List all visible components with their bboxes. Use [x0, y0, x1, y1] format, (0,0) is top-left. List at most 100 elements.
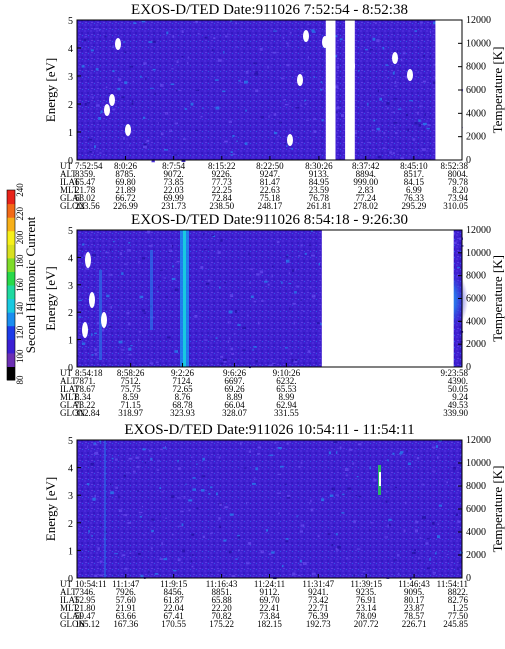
- y-tick-label: 4: [68, 464, 73, 475]
- y-tick-label: 2: [68, 100, 73, 111]
- annotation-value: 61.87: [164, 595, 185, 605]
- annotation-value: 8.89: [227, 392, 243, 402]
- annotation-value: 69.70: [259, 595, 280, 605]
- annotation-row-label: GLON: [60, 408, 85, 418]
- y2-tick-label: 4000: [466, 316, 486, 327]
- annotation-row-label: UT: [60, 579, 72, 589]
- annotation-value: 999.00: [353, 177, 378, 187]
- y2-tick-label: 12000: [466, 225, 491, 236]
- y2-tick-label: 6000: [466, 294, 486, 305]
- annotation-value: 7871.: [75, 376, 95, 386]
- annotation-value: 21.91: [116, 603, 136, 613]
- y-tick-label: 0: [68, 156, 73, 167]
- annotation-row-label: ALT: [60, 376, 77, 386]
- annotation-value: 339.90: [443, 408, 468, 418]
- annotation-value: 9133.: [309, 169, 329, 179]
- annotation-value: 9:2:26: [171, 368, 195, 378]
- chart-title: EXOS-D/TED Date:911026 10:54:11 - 11:54:…: [124, 422, 414, 438]
- annotation-value: 52.95: [75, 595, 96, 605]
- annotation-value: 7124.: [172, 376, 192, 386]
- annotation-row-label: ILAT: [60, 595, 80, 605]
- y2-tick-label: 0: [466, 362, 471, 373]
- y2-tick-label: 10000: [466, 38, 491, 49]
- annotation-value: 21.78: [75, 185, 96, 195]
- annotation-value: 295.29: [402, 201, 427, 211]
- annotation-value: 50.05: [448, 384, 469, 394]
- y-tick-label: 0: [68, 574, 73, 585]
- colorbar-tick-label: 160: [15, 278, 25, 292]
- annotation-value: 77.50: [448, 611, 469, 621]
- annotation-value: 66.04: [224, 400, 245, 410]
- annotation-row-label: MLT: [60, 392, 79, 402]
- annotation-value: 65.88: [211, 595, 232, 605]
- annotation-row-label: GLON: [60, 201, 85, 211]
- annotation-value: 7512.: [121, 376, 141, 386]
- annotation-value: 66.72: [115, 193, 135, 203]
- annotation-value: 312.84: [75, 408, 100, 418]
- annotation-value: 78.09: [356, 611, 377, 621]
- data-gap: [321, 230, 454, 367]
- annotation-row-label: MLT: [60, 603, 79, 613]
- annotation-value: 1.25: [452, 603, 468, 613]
- annotation-value: 69.80: [115, 177, 136, 187]
- annotation-row-label: GLAT: [60, 611, 83, 621]
- colorbar-swatch: [7, 298, 15, 313]
- annotation-value: 8:54:18: [75, 368, 103, 378]
- chart-title: EXOS-D/TED Date:911026 7:52:54 - 8:52:38: [131, 2, 408, 18]
- y-tick-label: 3: [68, 72, 73, 83]
- annotation-value: 8:30:26: [305, 161, 333, 171]
- annotation-value: 78.67: [75, 384, 96, 394]
- y2-axis-label: Temperature [K]: [490, 255, 505, 342]
- colorbar-tick-label: 80: [15, 375, 25, 385]
- annotation-value: 310.05: [443, 201, 468, 211]
- annotation-row-label: ALT: [60, 169, 77, 179]
- colorbar-swatch: [7, 257, 15, 272]
- annotation-value: 165.12: [75, 619, 100, 629]
- annotation-value: 11:46:43: [398, 579, 430, 589]
- annotation-value: 6232.: [276, 376, 296, 386]
- colorbar-swatch: [7, 230, 15, 245]
- y2-tick-label: 12000: [466, 435, 491, 446]
- y2-tick-label: 8000: [466, 271, 486, 282]
- annotation-value: 7346.: [75, 587, 95, 597]
- annotation-value: 68.78: [172, 400, 193, 410]
- annotation-value: 8.59: [123, 392, 139, 402]
- annotation-value: 8822.: [448, 587, 468, 597]
- annotation-value: 8004.: [448, 169, 468, 179]
- annotation-value: 238.50: [209, 201, 234, 211]
- annotation-value: 49.53: [448, 400, 469, 410]
- y-tick-label: 3: [68, 281, 73, 292]
- y-tick-label: 1: [68, 546, 73, 557]
- annotation-value: 175.22: [209, 619, 234, 629]
- colorbar-tick-label: 140: [15, 302, 25, 316]
- annotation-value: 23.87: [404, 603, 425, 613]
- annotation-value: 8:52:38: [440, 161, 468, 171]
- annotation-value: 21.89: [115, 185, 136, 195]
- annotation-value: 69.26: [224, 384, 245, 394]
- annotation-value: 76.33: [404, 193, 425, 203]
- annotation-value: 9095.: [404, 587, 424, 597]
- colorbar-tick-label: 220: [15, 207, 25, 221]
- y2-tick-label: 0: [466, 155, 471, 166]
- annotation-value: 207.72: [354, 619, 379, 629]
- annotation-value: 77.24: [356, 193, 377, 203]
- annotation-value: 8851.: [211, 587, 231, 597]
- colorbar-swatch: [7, 325, 15, 340]
- annotation-value: 8:58:26: [117, 368, 145, 378]
- enhancement-streak: [104, 440, 381, 578]
- annotation-row-label: MLT: [60, 185, 79, 195]
- annotation-value: 71.15: [121, 400, 142, 410]
- colorbar-swatch: [7, 271, 15, 286]
- y2-tick-label: 10000: [466, 458, 491, 469]
- colorbar: 80 100 120 140 160 180 200 220 240 Second Harmoni…: [6, 183, 38, 385]
- y2-tick-label: 4000: [466, 527, 486, 538]
- y2-tick-label: 2000: [466, 339, 486, 350]
- annotation-value: 79.78: [448, 177, 469, 187]
- colorbar-swatch: [7, 285, 15, 300]
- y-tick-label: 5: [68, 16, 73, 27]
- colorbar-label: Second Harmonic Current: [23, 216, 38, 353]
- y-tick-label: 5: [68, 226, 73, 237]
- annotation-value: 76.39: [308, 611, 329, 621]
- annotation-value: 331.55: [274, 408, 299, 418]
- annotation-value: 226.71: [402, 619, 427, 629]
